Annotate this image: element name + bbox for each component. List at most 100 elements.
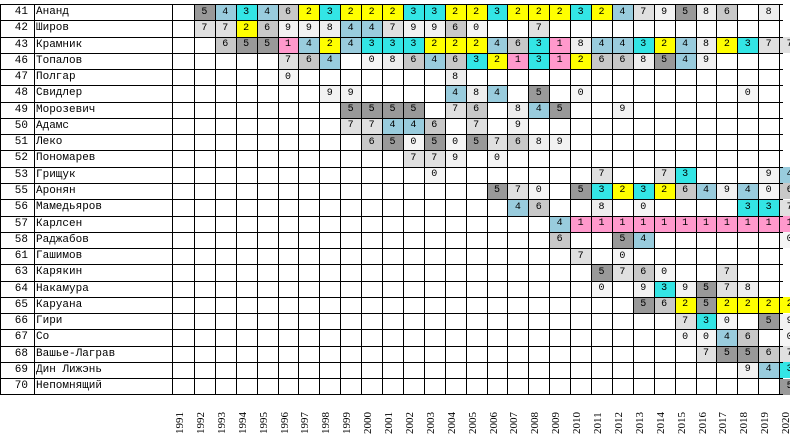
- year-label: 2010: [568, 398, 589, 434]
- rank-cell: 7: [340, 118, 362, 135]
- player-name: Свидлер: [36, 87, 83, 100]
- rank-cell: 2: [779, 297, 790, 314]
- player-name: Дин Лижэнь: [36, 363, 103, 376]
- rank-cell: 7: [653, 167, 675, 184]
- player-name: Непомнящий: [36, 380, 103, 393]
- rank-cell: 9: [779, 313, 790, 330]
- rank-cell: 8: [737, 281, 759, 298]
- row-divider: [0, 134, 783, 136]
- row-divider: [0, 199, 783, 201]
- row-number: 41: [14, 6, 28, 18]
- rank-cell: 4: [737, 183, 759, 200]
- rank-cell: 4: [528, 102, 550, 119]
- row-number: 50: [14, 119, 28, 132]
- row-divider: [0, 117, 783, 119]
- year-text: 2004: [445, 412, 458, 434]
- row-divider: [0, 329, 783, 331]
- rank-cell: 0: [444, 134, 466, 151]
- year-label: 2003: [422, 398, 443, 434]
- player-name: Карлсен: [36, 217, 83, 230]
- rank-cell: 9: [298, 20, 320, 37]
- year-label: 2001: [380, 398, 401, 434]
- rank-cell: 0: [361, 53, 383, 70]
- rank-cell: 6: [423, 118, 445, 135]
- rank-cell: 3: [382, 37, 403, 54]
- rank-cell: 9: [444, 150, 466, 167]
- rank-cell: 7: [402, 150, 424, 167]
- rank-cell: 3: [361, 37, 383, 54]
- row-number: 61: [14, 250, 28, 263]
- rank-cell: 6: [444, 20, 466, 37]
- rank-cell: 6: [507, 37, 529, 54]
- rank-cell: 0: [591, 281, 612, 298]
- rank-cell: 3: [465, 53, 487, 70]
- column-divider: [486, 4, 488, 395]
- player-name: Широв: [36, 22, 70, 35]
- row-number: 46: [14, 54, 28, 67]
- rank-cell: 6: [779, 183, 790, 200]
- year-label: 1991: [171, 398, 192, 434]
- rank-cell: 2: [235, 20, 257, 37]
- rank-cell: 7: [632, 4, 654, 21]
- rank-cell: 3: [235, 4, 257, 21]
- rank-cell: 7: [674, 313, 696, 330]
- rank-cell: 2: [591, 4, 612, 21]
- column-divider: [716, 4, 718, 395]
- year-label: 2017: [714, 398, 735, 434]
- rank-cell: 7: [570, 248, 592, 265]
- year-text: 2015: [675, 412, 688, 434]
- year-label: 2018: [735, 398, 756, 434]
- rank-cell: 6: [256, 20, 278, 37]
- player-name: Грищук: [36, 168, 76, 181]
- player-name: Мамедьяров: [36, 201, 103, 214]
- year-text: 2006: [487, 412, 500, 434]
- column-divider: [256, 4, 258, 395]
- player-name: Полгар: [36, 71, 76, 84]
- column-divider: [277, 4, 279, 395]
- rank-cell: 7: [193, 20, 215, 37]
- rank-cell: 6: [611, 53, 633, 70]
- rank-cell: 0: [402, 134, 424, 151]
- column-divider: [758, 4, 760, 395]
- rank-cell: 3: [528, 53, 550, 70]
- rank-cell: 1: [674, 216, 696, 232]
- rank-cell: 3: [570, 4, 592, 21]
- rank-cell: 4: [319, 53, 341, 70]
- year-label: 2020: [777, 398, 790, 434]
- rank-cell: 7: [591, 167, 612, 184]
- row-divider: [0, 361, 783, 363]
- rank-cell: 1: [549, 37, 571, 54]
- rank-cell: 7: [382, 20, 403, 37]
- rank-cell: 0: [486, 150, 508, 167]
- rank-cell: 3: [591, 183, 612, 200]
- rank-cell: 2: [444, 37, 466, 54]
- row-divider: [0, 313, 783, 315]
- rank-cell: 5: [695, 281, 717, 298]
- rank-cell: 7: [486, 134, 508, 151]
- year-label: 1996: [276, 398, 297, 434]
- rank-cell: 4: [486, 85, 508, 102]
- rank-cell: 4: [298, 37, 320, 54]
- rank-cell: 6: [737, 329, 759, 346]
- player-name: Вашье-Лаграв: [36, 347, 116, 360]
- column-divider: [674, 4, 676, 395]
- row-divider: [0, 101, 783, 103]
- rank-cell: 9: [549, 134, 571, 151]
- rank-cell: 4: [507, 199, 529, 216]
- rank-cell: 0: [737, 85, 759, 102]
- rank-cell: 5: [611, 232, 633, 249]
- rank-cell: 4: [402, 118, 424, 135]
- year-label: 2009: [547, 398, 568, 434]
- column-divider: [632, 4, 634, 395]
- rank-cell: 2: [486, 53, 508, 70]
- rank-cell: 5: [591, 264, 612, 281]
- rank-cell: 0: [423, 167, 445, 184]
- rank-cell: 6: [632, 264, 654, 281]
- column-divider: [570, 4, 572, 395]
- year-label: 1992: [192, 398, 213, 434]
- rank-cell: 6: [528, 199, 550, 216]
- rank-cell: 6: [214, 37, 236, 54]
- year-text: 2008: [529, 412, 542, 434]
- rank-cell: 4: [214, 4, 236, 21]
- year-text: 1998: [320, 412, 333, 434]
